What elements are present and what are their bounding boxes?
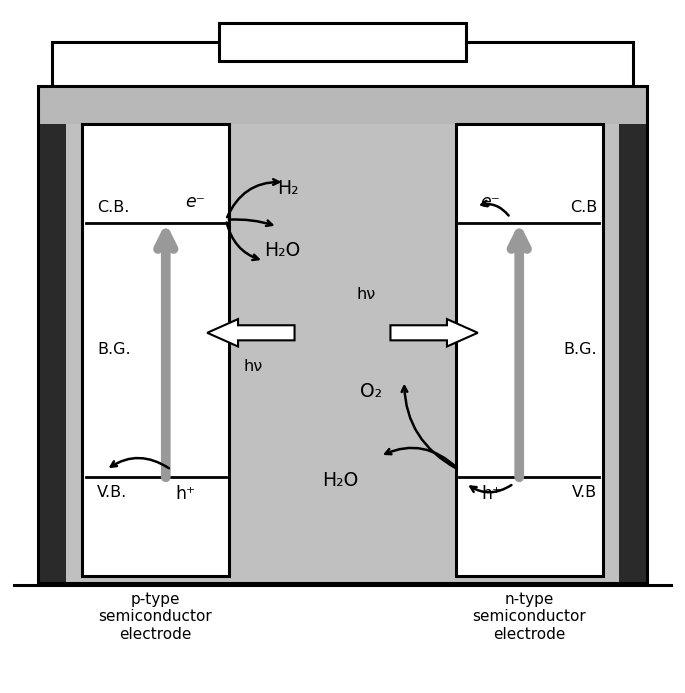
Text: h⁺: h⁺	[482, 485, 502, 503]
Text: hν: hν	[244, 359, 263, 374]
Bar	[82, 124, 229, 576]
Text: hν: hν	[356, 287, 375, 302]
Text: H₂O: H₂O	[264, 241, 300, 260]
Text: e⁻: e⁻	[479, 193, 500, 211]
Text: B.G.: B.G.	[97, 342, 131, 358]
Text: e⁻: e⁻	[185, 193, 206, 211]
FancyArrow shape	[390, 319, 478, 346]
Text: V.B: V.B	[572, 485, 597, 500]
Text: B.G.: B.G.	[564, 342, 597, 358]
Bar	[66, 86, 619, 583]
Bar	[38, 86, 66, 583]
Bar	[219, 23, 466, 60]
Text: V.B.: V.B.	[97, 485, 127, 500]
Text: O₂: O₂	[360, 382, 382, 401]
Bar	[619, 86, 647, 583]
Text: C.B: C.B	[570, 200, 597, 215]
Bar	[38, 86, 647, 583]
Bar	[38, 86, 647, 124]
Text: H₂: H₂	[277, 179, 299, 198]
Text: C.B.: C.B.	[97, 200, 129, 215]
Text: p-type
semiconductor
electrode: p-type semiconductor electrode	[99, 592, 212, 642]
Bar	[456, 124, 603, 576]
FancyArrow shape	[207, 319, 295, 346]
Text: n-type
semiconductor
electrode: n-type semiconductor electrode	[473, 592, 586, 642]
Text: h⁺: h⁺	[175, 485, 195, 503]
Text: H₂O: H₂O	[322, 471, 358, 489]
